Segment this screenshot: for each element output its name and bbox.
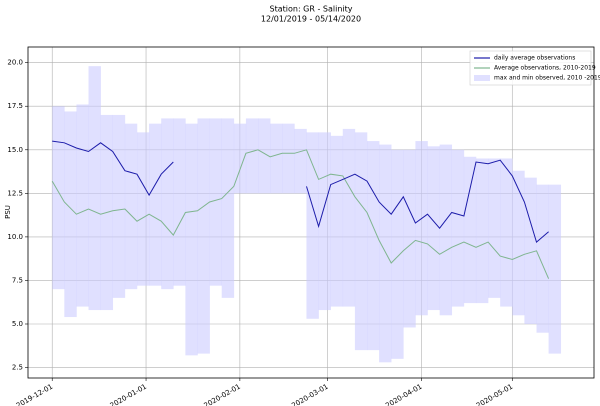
band-bar (209, 118, 223, 286)
band-bar (488, 158, 501, 298)
y-tick-label: 20.0 (7, 59, 23, 67)
band-bar (342, 128, 356, 307)
band-bar (112, 114, 126, 298)
x-tick-label: 2020-03-01 (290, 383, 329, 406)
x-tick-label: 2020-01-01 (109, 383, 148, 406)
band-bar (161, 118, 174, 290)
band-bar (524, 177, 537, 324)
y-tick-label: 7.5 (12, 276, 23, 284)
legend-box (469, 50, 592, 86)
band-bar (306, 132, 319, 319)
band-bar (318, 132, 331, 311)
y-axis-label: PSU (4, 205, 12, 219)
band-bar (451, 149, 465, 307)
band-bar (197, 118, 210, 354)
band-bar (64, 111, 77, 318)
y-tick-label: 5.0 (12, 320, 23, 328)
band-bar (379, 144, 392, 363)
band-bar (366, 141, 380, 351)
plot-frame (27, 46, 595, 379)
band-bar (173, 118, 186, 286)
series-line (51, 149, 550, 279)
band-bar (245, 118, 259, 194)
y-tick-label: 10.0 (7, 233, 23, 241)
band-bar (475, 158, 489, 304)
band-bar (270, 123, 283, 194)
band-bar (403, 149, 416, 328)
legend-label: max and min observed, 2010 -2019 (494, 75, 600, 82)
band-bar (282, 123, 295, 194)
band-bar (512, 170, 525, 316)
y-tick-label: 17.5 (7, 102, 23, 110)
band-bar (536, 184, 549, 333)
y-tick-label: 12.5 (7, 189, 23, 197)
band-bar (439, 144, 453, 316)
band-bar (463, 156, 477, 304)
chart-subtitle: 12/01/2019 - 05/14/2020 (261, 15, 361, 24)
band-bar (354, 132, 368, 351)
y-tick-label: 15.0 (7, 146, 23, 154)
series-line (52, 140, 549, 243)
x-tick-label: 2019-12-01 (15, 383, 54, 406)
band-bar (330, 135, 344, 307)
band-bar (124, 123, 138, 290)
band-bar (185, 123, 198, 356)
band-bar (258, 118, 271, 194)
band-bar (294, 128, 307, 194)
band-bar (136, 132, 150, 286)
x-tick-label: 2020-05-01 (475, 383, 514, 406)
chart-title: Station: GR - Salinity (270, 5, 353, 14)
band-bar (500, 158, 513, 307)
band-bar (427, 146, 440, 311)
band-bar (76, 104, 89, 307)
band-bar (233, 123, 247, 194)
x-tick-label: 2020-04-01 (384, 383, 423, 406)
legend-swatch (474, 75, 490, 81)
legend-label: Average observations, 2010-2019 (494, 65, 596, 72)
x-tick-label: 2020-02-01 (203, 383, 242, 406)
band-bar (415, 141, 428, 316)
y-tick-label: 2.5 (12, 364, 23, 372)
band-bar (391, 149, 404, 359)
legend-label: daily average observations (494, 55, 575, 62)
band-bar (548, 184, 562, 354)
band-bar (221, 118, 235, 298)
band-bar (149, 123, 162, 286)
band-bar (52, 106, 65, 290)
band-bar (88, 66, 101, 311)
